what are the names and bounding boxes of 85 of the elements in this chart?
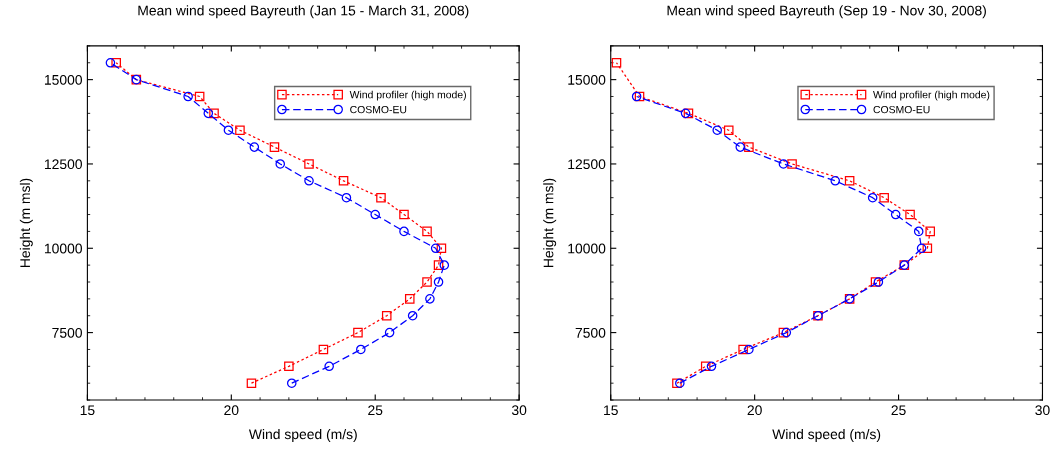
point: [275, 159, 286, 169]
x-tick-label: 25: [368, 405, 383, 416]
point: [404, 294, 415, 304]
point: [723, 125, 734, 136]
point: [318, 344, 329, 355]
point: [436, 243, 447, 254]
point: [867, 192, 878, 203]
point: [111, 57, 121, 68]
point: [611, 57, 622, 68]
point: [913, 226, 924, 237]
point: [249, 142, 260, 152]
point: [879, 192, 889, 203]
point: [830, 176, 841, 186]
point: [304, 176, 314, 186]
point: [384, 327, 395, 338]
y-tick-label: 12500: [568, 159, 606, 170]
x-tick-label: 20: [747, 405, 762, 416]
point: [425, 294, 435, 304]
point: [223, 125, 234, 136]
point: [284, 361, 294, 372]
point: [905, 209, 915, 220]
y-axis-title: Height (m msl): [543, 178, 557, 267]
point: [399, 209, 409, 220]
point: [304, 159, 314, 169]
point: [706, 361, 717, 372]
point: [439, 260, 450, 270]
point: [744, 142, 754, 152]
y-tick-label: 10000: [44, 243, 82, 254]
y-tick-label: 15000: [568, 74, 606, 85]
x-axis-title: Wind speed (m/s): [772, 428, 881, 442]
point: [209, 108, 219, 119]
legend-label: Wind profiler (high mode): [873, 90, 990, 101]
point: [925, 226, 936, 237]
chart-title: Mean wind speed Bayreuth (Sep 19 - Nov 30, 2008): [667, 5, 986, 19]
point: [341, 192, 352, 203]
x-tick-label: 20: [224, 405, 239, 416]
y-tick-label: 15000: [44, 74, 82, 85]
chart-title: Mean wind speed Bayreuth (Jan 15 - March 31, 2008): [138, 5, 469, 19]
x-tick-label: 25: [891, 405, 906, 416]
legend-label: Wind profiler (high mode): [349, 90, 466, 101]
point: [203, 108, 214, 119]
point: [916, 243, 927, 254]
point: [712, 125, 723, 136]
point: [235, 125, 245, 136]
legend-label: COSMO-EU: [873, 105, 930, 114]
x-tick-label: 15: [604, 405, 618, 416]
point: [735, 142, 746, 152]
y-tick-label: 10000: [568, 243, 606, 254]
point: [433, 277, 444, 287]
point: [422, 226, 432, 237]
point: [286, 378, 297, 388]
point: [356, 344, 366, 355]
point: [194, 91, 205, 102]
point: [370, 209, 381, 220]
point: [381, 310, 392, 321]
x-tick-label: 30: [511, 405, 527, 416]
point: [183, 91, 193, 102]
point: [376, 192, 386, 203]
point: [890, 209, 901, 220]
point: [407, 310, 418, 321]
point: [430, 243, 441, 254]
point: [738, 344, 748, 355]
y-tick-label: 12500: [44, 159, 82, 170]
point: [787, 159, 797, 169]
point: [353, 327, 363, 338]
y-tick-label: 7500: [52, 327, 82, 338]
point: [422, 277, 432, 287]
x-axis-title: Wind speed (m/s): [248, 428, 357, 442]
legend-label: COSMO-EU: [350, 105, 407, 114]
point: [338, 176, 349, 186]
point: [744, 344, 754, 355]
point: [922, 243, 933, 254]
x-tick-label: 15: [80, 405, 95, 416]
point: [246, 378, 257, 388]
y-tick-label: 7500: [575, 327, 606, 338]
point: [324, 361, 334, 372]
y-axis-title: Height (m msl): [19, 178, 33, 267]
point: [700, 361, 711, 372]
point: [433, 260, 444, 270]
point: [778, 159, 789, 169]
point: [105, 57, 116, 68]
point: [844, 176, 855, 186]
point: [269, 142, 280, 152]
point: [399, 226, 409, 237]
x-tick-label: 30: [1035, 405, 1050, 416]
